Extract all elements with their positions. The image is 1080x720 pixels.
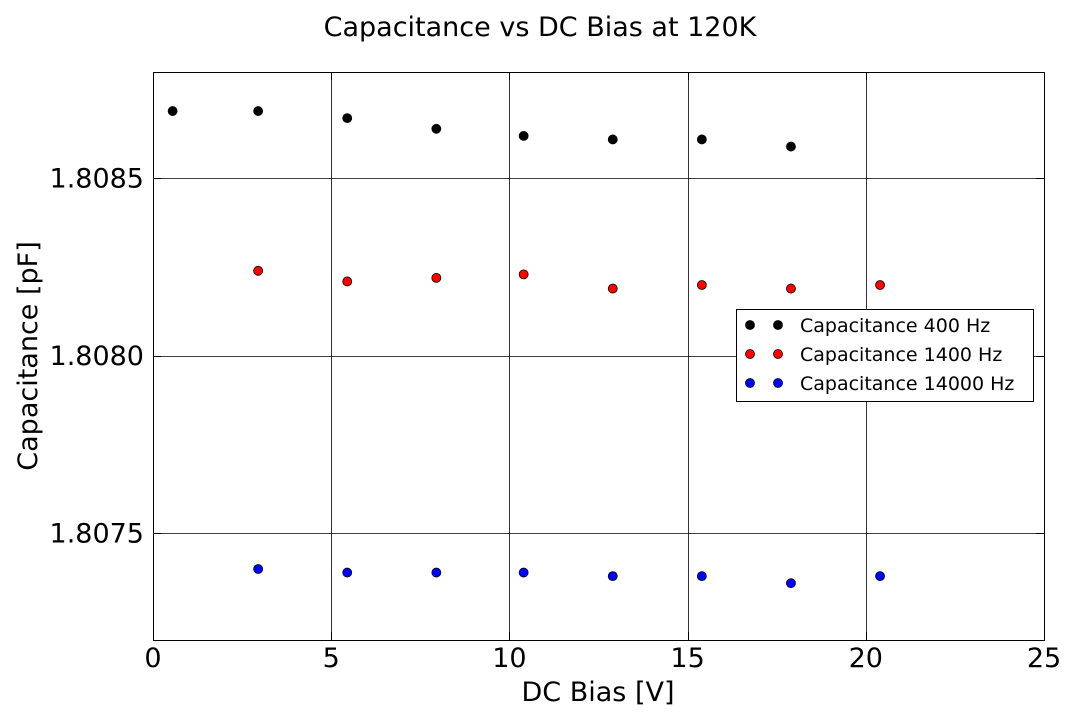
data-point <box>696 571 707 581</box>
legend-label: Capacitance 14000 Hz <box>800 373 1014 395</box>
data-point <box>253 265 264 276</box>
data-point <box>518 567 529 578</box>
x-axis-label: DC Bias [V] <box>522 677 675 708</box>
axis-ticks: 0 5 10 15 20 25 1.8075 1.8080 1.8085 <box>50 72 1061 674</box>
data-point <box>786 141 796 152</box>
data-point <box>518 130 529 141</box>
legend-marker <box>773 378 783 388</box>
data-point <box>431 272 442 283</box>
x-tick-label: 15 <box>670 643 704 674</box>
y-tick-label: 1.8075 <box>50 519 144 550</box>
legend-box <box>736 309 1034 402</box>
data-point <box>342 567 353 578</box>
legend-label: Capacitance 400 Hz <box>800 315 990 337</box>
data-point <box>875 280 885 290</box>
legend-marker <box>745 349 755 359</box>
legend-marker <box>745 378 755 388</box>
data-point <box>696 134 707 145</box>
data-point <box>786 578 796 589</box>
x-tick-label: 20 <box>849 643 883 674</box>
series-2 <box>253 564 885 589</box>
data-points <box>167 106 885 589</box>
data-point <box>607 134 618 145</box>
x-tick-label: 0 <box>144 643 161 674</box>
x-tick-label: 5 <box>323 643 340 674</box>
data-point <box>518 269 529 280</box>
chart-title: Capacitance vs DC Bias at 120K <box>324 12 758 43</box>
data-point <box>253 106 264 116</box>
data-point <box>607 571 618 581</box>
series-0 <box>167 106 796 152</box>
data-point <box>431 123 442 134</box>
data-point <box>342 276 353 287</box>
legend-label: Capacitance 1400 Hz <box>800 344 1002 366</box>
legend-marker <box>745 320 755 330</box>
legend: Capacitance 400 Hz Capacitance 1400 Hz Cap… <box>736 309 1034 402</box>
data-point <box>167 106 178 116</box>
data-point <box>431 567 442 578</box>
data-point <box>342 113 353 124</box>
x-tick-label: 10 <box>492 643 526 674</box>
x-tick-label: 25 <box>1027 643 1061 674</box>
legend-marker <box>773 349 783 359</box>
plot-frame <box>153 72 1045 641</box>
data-point <box>607 283 618 294</box>
y-tick-label: 1.8085 <box>50 164 144 195</box>
data-point <box>875 571 885 581</box>
data-point <box>696 280 707 290</box>
data-point <box>786 283 796 294</box>
legend-marker <box>773 320 783 330</box>
data-point <box>253 564 264 574</box>
grid <box>153 72 1044 640</box>
y-tick-label: 1.8080 <box>50 341 144 372</box>
y-axis-label: Capacitance [pF] <box>13 241 44 470</box>
series-1 <box>253 265 885 294</box>
